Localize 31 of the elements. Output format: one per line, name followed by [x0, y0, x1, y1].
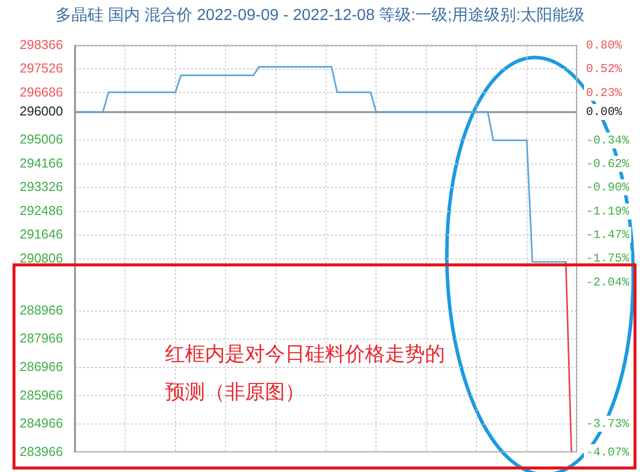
y-tick-label: 283966 [20, 444, 63, 459]
y-tick-label: 286966 [20, 358, 63, 374]
y-tick-label: 292486 [20, 202, 63, 218]
y2-tick-label: -1.47% [586, 228, 630, 242]
y-tick-label: 287966 [20, 330, 63, 346]
y-tick-label: 288966 [20, 302, 63, 318]
y-tick-label: 298366 [20, 36, 63, 52]
y-tick-label: 296686 [20, 84, 63, 100]
chart-title: 多晶硅 国内 混合价 2022-09-09 - 2022-12-08 等级:一级;用途级别:太阳能级 [55, 6, 585, 24]
y2-tick-label: -0.62% [586, 157, 630, 172]
y2-tick-label: -0.34% [586, 134, 630, 148]
y-tick-label: 284966 [20, 416, 63, 431]
y-tick-label: 293326 [20, 179, 63, 194]
y2-tick-label: -3.73% [586, 416, 630, 431]
y2-tick-label: -1.19% [586, 204, 630, 219]
y-tick-label: 285966 [20, 387, 63, 402]
y2-tick-label: -2.04% [586, 276, 630, 290]
y2-tick-label: -0.90% [586, 180, 630, 194]
y2-tick-label: -1.75% [586, 251, 630, 266]
y2-tick-label: -4.07% [586, 445, 630, 460]
y2-tick-label: 0.00% [586, 105, 623, 120]
y-tick-label: 297526 [20, 60, 63, 76]
y2-tick-label: 0.80% [586, 38, 623, 52]
annotation: 红框内是对今日硅料价格走势的预测（非原图） [165, 344, 445, 404]
y-tick-label: 294166 [20, 155, 63, 170]
y-tick-label: 290806 [20, 250, 63, 266]
y2-tick-label: 0.23% [586, 86, 623, 100]
y-tick-label: 295006 [20, 132, 63, 147]
y-tick-label: 291646 [20, 226, 63, 242]
y2-tick-label: 0.52% [586, 62, 623, 76]
y-tick-label: 296000 [20, 104, 63, 119]
